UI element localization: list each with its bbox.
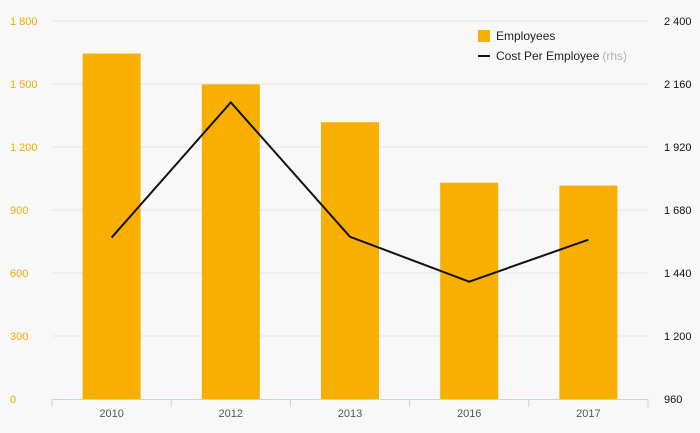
y-right-tick-label: 2 160 [664, 79, 692, 91]
y-right-tick-label: 1 440 [664, 268, 692, 280]
x-tick-label: 2012 [219, 408, 243, 420]
legend-note-rhs: (rhs) [602, 49, 628, 63]
y-left-tick-label: 300 [10, 331, 28, 343]
y-right-tick-label: 1 920 [664, 142, 692, 154]
y-right-tick-label: 1 680 [664, 205, 692, 217]
y-left-tick-label: 0 [10, 394, 16, 406]
bar-employees [321, 122, 379, 399]
bar-employees [201, 84, 260, 400]
bar-employees [440, 182, 499, 399]
legend-item-employees[interactable]: Employees [478, 26, 627, 46]
y-left-tick-label: 1 500 [10, 79, 38, 91]
legend: Employees Cost Per Employee (rhs) [478, 26, 627, 66]
x-tick-label: 2016 [457, 408, 481, 420]
legend-swatch-cost-per-employee [478, 55, 490, 57]
y-left-tick-label: 1 200 [10, 142, 38, 154]
bar-employees [559, 185, 618, 399]
cost-per-employee-line-group [110, 100, 589, 283]
y-right-tick-label: 1 200 [664, 331, 692, 343]
y-right-tick-label: 2 400 [664, 16, 692, 28]
x-tick-label: 2013 [338, 408, 362, 420]
y-left-tick-label: 900 [10, 205, 28, 217]
employees-bars [82, 53, 618, 400]
x-tick-label: 2017 [576, 408, 600, 420]
y-left-tick-label: 1 800 [10, 16, 38, 28]
legend-label-employees: Employees [496, 29, 556, 43]
legend-item-cost-per-employee[interactable]: Cost Per Employee (rhs) [478, 46, 627, 66]
legend-label-cost-per-employee: Cost Per Employee [496, 49, 600, 63]
y-right-tick-label: 960 [664, 394, 682, 406]
cost-per-employee-line [110, 100, 589, 283]
legend-swatch-employees [478, 30, 490, 42]
x-tick-label: 2010 [99, 408, 123, 420]
bar-employees [82, 53, 141, 400]
axes: 0 300 600 900 1 200 1 500 1 800 960 1 200 1 440 1 … [10, 16, 692, 420]
y-left-tick-label: 600 [10, 268, 28, 280]
